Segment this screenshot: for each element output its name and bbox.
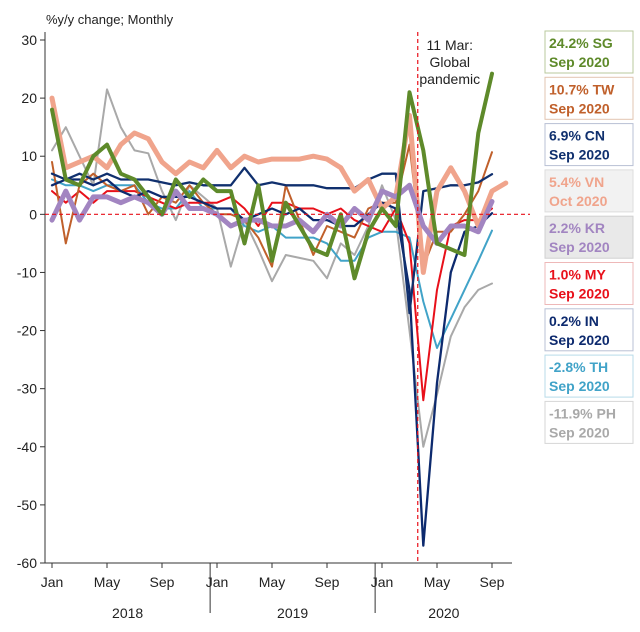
series-line-kr	[49, 182, 495, 246]
series-lines	[49, 71, 509, 547]
y-tick-label: -40	[17, 439, 37, 455]
callout-box	[544, 400, 634, 444]
series-line-sg	[50, 71, 494, 281]
callout-in: 0.2% IN Sep 2020	[544, 308, 634, 352]
y-tick-label: -50	[17, 497, 37, 513]
callout-date: Sep 2020	[549, 147, 610, 163]
callout-value: -11.9% PH	[549, 405, 616, 421]
callout-date: Oct 2020	[549, 193, 608, 209]
callout-cn: 6.9% CN Sep 2020	[544, 123, 634, 167]
y-tick-label: -60	[17, 555, 37, 571]
callout-box	[544, 262, 634, 305]
series-callouts: 24.2% SG Sep 2020 10.7% TW Sep 2020 6.9% CN S…	[544, 30, 634, 444]
callout-ph: -11.9% PH Sep 2020	[544, 400, 634, 444]
x-tick-label: Sep	[150, 574, 175, 590]
callout-value: 0.2% IN	[549, 313, 599, 329]
y-tick-label: -10	[17, 264, 37, 280]
callout-date: Sep 2020	[549, 100, 610, 116]
callout-value: 6.9% CN	[549, 128, 605, 144]
callout-date: Sep 2020	[549, 286, 610, 302]
callout-value: 24.2% SG	[549, 35, 613, 51]
y-tick-label: 30	[21, 32, 37, 48]
series-line-ph	[51, 88, 493, 448]
callout-th: -2.8% TH Sep 2020	[544, 354, 634, 398]
callout-kr: 2.2% KR Sep 2020	[544, 215, 634, 259]
callout-box	[544, 30, 634, 74]
x-tick-label: Sep	[480, 574, 505, 590]
callout-date: Sep 2020	[549, 424, 610, 440]
callout-value: 10.7% TW	[549, 81, 615, 97]
y-tick-label: 20	[21, 90, 37, 106]
x-tick-label: May	[94, 574, 120, 590]
pandemic-event-label: pandemic	[419, 71, 480, 87]
callout-value: -2.8% TH	[549, 359, 608, 375]
series-line-my	[51, 190, 493, 402]
x-tick-label: Jan	[41, 574, 64, 590]
y-tick-label: 10	[21, 148, 37, 164]
callout-vn: 5.4% VN Oct 2020	[544, 169, 634, 213]
callout-date: Sep 2020	[549, 239, 610, 255]
x-tick-label: Jan	[371, 574, 394, 590]
callout-sg: 24.2% SG Sep 2020	[544, 30, 634, 74]
callout-tw: 10.7% TW Sep 2020	[544, 76, 634, 120]
y-tick-label: 0	[29, 206, 37, 222]
callout-my: 1.0% MY Sep 2020	[544, 262, 634, 305]
year-label: 2019	[277, 605, 308, 621]
pandemic-event-label: 11 Mar:	[427, 37, 473, 53]
series-line-in	[50, 178, 494, 547]
callout-date: Sep 2020	[549, 378, 610, 394]
callout-box	[544, 169, 634, 213]
callout-value: 2.2% KR	[549, 220, 605, 236]
callout-box	[544, 308, 634, 352]
callout-box	[544, 123, 634, 167]
x-tick-label: May	[424, 574, 450, 590]
callout-date: Sep 2020	[549, 332, 610, 348]
callout-box	[544, 76, 634, 120]
x-tick-label: Jan	[206, 574, 229, 590]
callout-box	[544, 215, 634, 259]
y-tick-label: -30	[17, 381, 37, 397]
y-axis-unit-label: %y/y change; Monthly	[46, 12, 174, 27]
year-label: 2018	[112, 605, 143, 621]
pandemic-event-label: Global	[430, 54, 470, 70]
callout-box	[544, 354, 634, 398]
y-tick-label: -20	[17, 323, 37, 339]
x-tick-label: May	[259, 574, 285, 590]
callout-value: 1.0% MY	[549, 267, 606, 283]
year-label: 2020	[428, 605, 459, 621]
callout-date: Sep 2020	[549, 54, 610, 70]
x-tick-label: Sep	[315, 574, 340, 590]
callout-value: 5.4% VN	[549, 174, 604, 190]
